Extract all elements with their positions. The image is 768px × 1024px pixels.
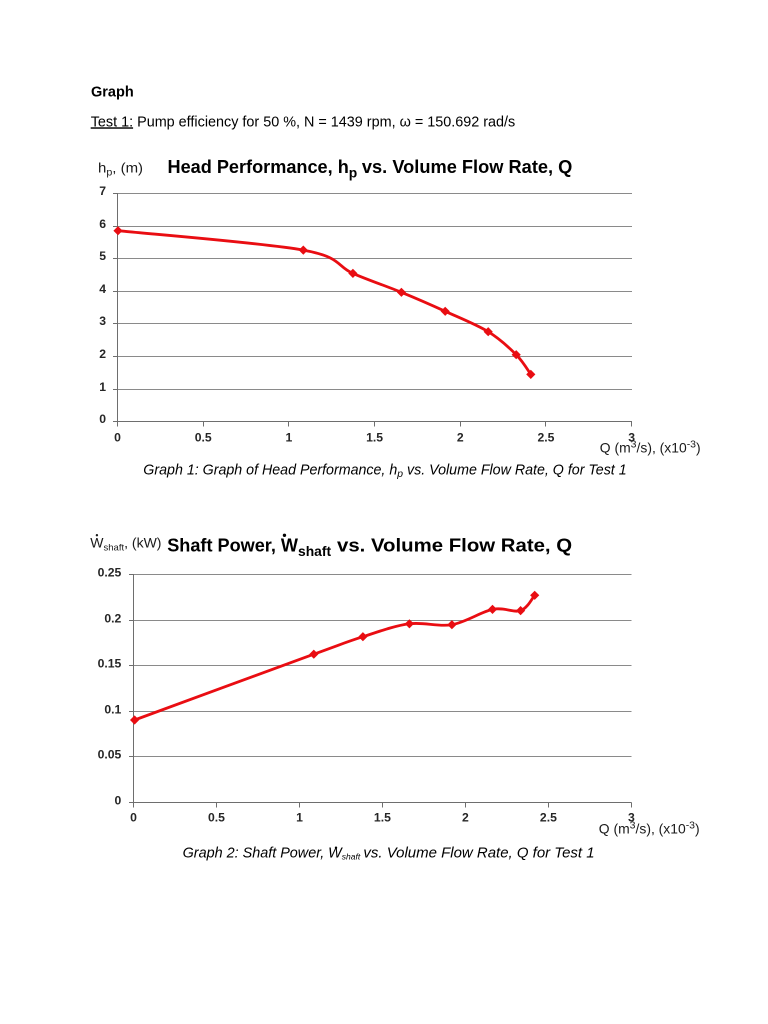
svg-text:1: 1 [296, 810, 303, 824]
svg-text:vs. Volume Flow Rate, Q: vs. Volume Flow Rate, Q [362, 156, 572, 177]
svg-text:6: 6 [99, 217, 106, 231]
svg-text:Q (m3/s), (x10-3): Q (m3/s), (x10-3) [600, 439, 701, 456]
svg-text:Q (m3/s), (x10-3): Q (m3/s), (x10-3) [599, 820, 700, 837]
svg-text:4: 4 [99, 282, 106, 296]
svg-text:hp, (m): hp, (m) [98, 161, 143, 178]
svg-text:3: 3 [628, 810, 635, 824]
svg-text:3: 3 [99, 314, 106, 328]
svg-text:Graph: Graph [91, 85, 134, 101]
svg-text:Head Performance, hp: Head Performance, hp [168, 157, 358, 181]
svg-text:0.2: 0.2 [104, 612, 121, 626]
svg-text:0.05: 0.05 [98, 748, 122, 762]
svg-text:vs. Volume Flow Rate, Q: vs. Volume Flow Rate, Q [337, 535, 572, 556]
svg-text:7: 7 [99, 184, 106, 198]
svg-text:0: 0 [115, 794, 122, 808]
svg-text:2.5: 2.5 [538, 431, 555, 445]
svg-text:Test 1: Pump efficiency for 50: Test 1: Pump efficiency for 50 %, N = 14… [91, 114, 516, 130]
svg-text:2: 2 [462, 810, 469, 824]
svg-text:Shaft Power, Wshaft: Shaft Power, Wshaft [167, 535, 331, 559]
svg-text:1: 1 [99, 380, 106, 394]
svg-text:0.5: 0.5 [208, 810, 225, 824]
svg-text:0.1: 0.1 [104, 703, 121, 717]
svg-text:2.5: 2.5 [540, 810, 557, 824]
svg-text:0.25: 0.25 [98, 566, 122, 580]
svg-text:Wshaft, (kW): Wshaft, (kW) [90, 535, 161, 554]
svg-text:5: 5 [99, 249, 106, 263]
svg-text:0: 0 [99, 412, 106, 426]
svg-text:1: 1 [286, 431, 293, 445]
svg-text:0: 0 [130, 810, 137, 824]
svg-text:0.5: 0.5 [195, 431, 212, 445]
svg-text:vs. Volume Flow Rate, Q for Te: vs. Volume Flow Rate, Q for Test 1 [363, 846, 594, 862]
svg-text:Graph 2: Shaft Power, Wshaft: Graph 2: Shaft Power, Wshaft [183, 846, 361, 862]
svg-text:1.5: 1.5 [374, 810, 391, 824]
svg-text:3: 3 [628, 431, 635, 445]
svg-text:2: 2 [99, 347, 106, 361]
svg-text:0: 0 [114, 431, 121, 445]
svg-text:0.15: 0.15 [98, 657, 122, 671]
svg-text:Graph 1: Graph of Head Perform: Graph 1: Graph of Head Performance, hp v… [143, 462, 626, 480]
svg-text:1.5: 1.5 [366, 431, 383, 445]
svg-text:2: 2 [457, 431, 464, 445]
